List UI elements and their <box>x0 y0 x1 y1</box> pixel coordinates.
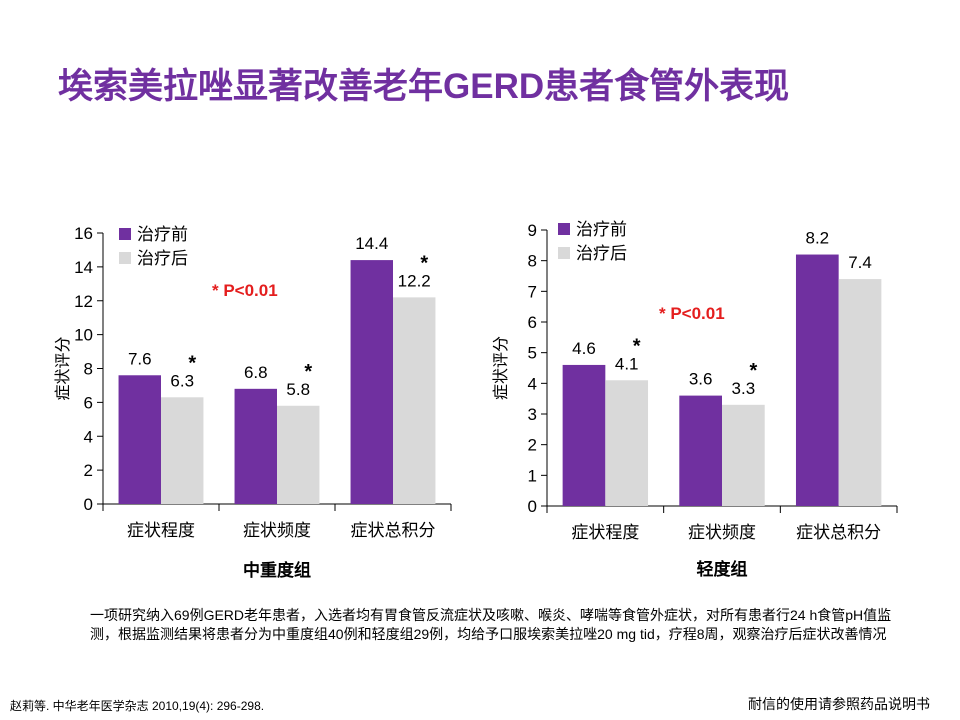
x-tick-label: 症状总积分 <box>796 523 881 542</box>
y-tick-label: 7 <box>528 282 537 301</box>
data-label: 14.4 <box>355 234 388 253</box>
y-tick-label: 8 <box>528 252 537 271</box>
bar-before <box>679 395 722 506</box>
legend-label: 治疗后 <box>137 249 188 268</box>
legend-swatch <box>119 228 131 240</box>
y-axis-label: 症状评分 <box>492 336 510 400</box>
y-tick-label: 1 <box>528 466 537 485</box>
x-axis-label: 中重度组 <box>243 560 311 580</box>
y-tick-label: 9 <box>528 221 537 240</box>
x-tick-label: 症状程度 <box>571 523 639 542</box>
bar-before <box>234 388 277 504</box>
x-tick-label: 症状频度 <box>243 521 311 540</box>
x-axis-label: 轻度组 <box>697 559 748 579</box>
bar-after <box>277 405 320 504</box>
y-tick-label: 12 <box>74 292 93 311</box>
bar-after <box>838 279 882 506</box>
significance-marker: * <box>749 360 757 382</box>
data-label: 3.6 <box>689 370 713 389</box>
data-label: 5.8 <box>286 380 310 399</box>
bar-before <box>118 375 161 504</box>
y-tick-label: 4 <box>84 427 93 446</box>
bar-after <box>722 404 765 506</box>
x-tick-label: 症状频度 <box>688 523 756 542</box>
legend-swatch <box>558 247 570 259</box>
legend-swatch <box>558 223 570 235</box>
bar-after <box>161 397 204 504</box>
slide-title: 埃索美拉唑显著改善老年GERD患者食管外表现 <box>58 67 790 106</box>
study-description: 一项研究纳入69例GERD老年患者，入选者均有胃食管反流症状及咳嗽、喉炎、哮喘等… <box>90 607 892 642</box>
bar-after <box>605 380 649 506</box>
prescribing-note: 耐信的使用请参照药品说明书 <box>748 696 930 712</box>
chart-1: 0246810121416症状程度7.66.3*症状频度6.85.8*症状总积分… <box>54 224 452 580</box>
bar-after <box>393 297 436 504</box>
y-tick-label: 5 <box>528 344 537 363</box>
bar-before <box>562 364 606 506</box>
data-label: 6.3 <box>170 371 194 390</box>
significance-marker: * <box>304 361 312 383</box>
y-tick-label: 0 <box>528 497 537 516</box>
x-tick-label: 症状总积分 <box>351 521 436 540</box>
y-tick-label: 3 <box>528 405 537 424</box>
y-axis-label: 症状评分 <box>54 336 72 400</box>
x-tick-label: 症状程度 <box>127 521 195 540</box>
legend-label: 治疗后 <box>576 244 627 263</box>
legend-label: 治疗前 <box>576 220 627 239</box>
significance-marker: * <box>633 335 641 357</box>
data-label: 6.8 <box>244 363 268 382</box>
bar-before <box>795 254 839 506</box>
data-label: 4.6 <box>572 339 596 358</box>
p-value-annotation: * P<0.01 <box>212 281 278 300</box>
data-label: 8.2 <box>805 229 829 248</box>
p-value-annotation: * P<0.01 <box>659 304 725 323</box>
y-tick-label: 6 <box>528 313 537 332</box>
data-label: 3.3 <box>732 379 756 398</box>
data-label: 7.4 <box>848 253 872 272</box>
y-tick-label: 6 <box>84 393 93 412</box>
y-tick-label: 16 <box>74 224 93 243</box>
significance-marker: * <box>188 352 196 374</box>
reference-citation: 赵莉等. 中华老年医学杂志 2010,19(4): 296-298. <box>10 699 265 713</box>
data-label: 12.2 <box>398 271 431 290</box>
y-tick-label: 4 <box>528 374 537 393</box>
y-tick-label: 10 <box>74 326 93 345</box>
data-label: 7.6 <box>128 349 152 368</box>
legend-swatch <box>119 252 131 264</box>
legend-label: 治疗前 <box>137 225 188 244</box>
y-tick-label: 14 <box>74 258 93 277</box>
y-tick-label: 8 <box>84 360 93 379</box>
y-tick-label: 2 <box>84 461 93 480</box>
significance-marker: * <box>420 252 428 274</box>
y-tick-label: 0 <box>84 495 93 514</box>
data-label: 4.1 <box>615 354 639 373</box>
y-tick-label: 2 <box>528 436 537 455</box>
bar-before <box>350 260 393 504</box>
